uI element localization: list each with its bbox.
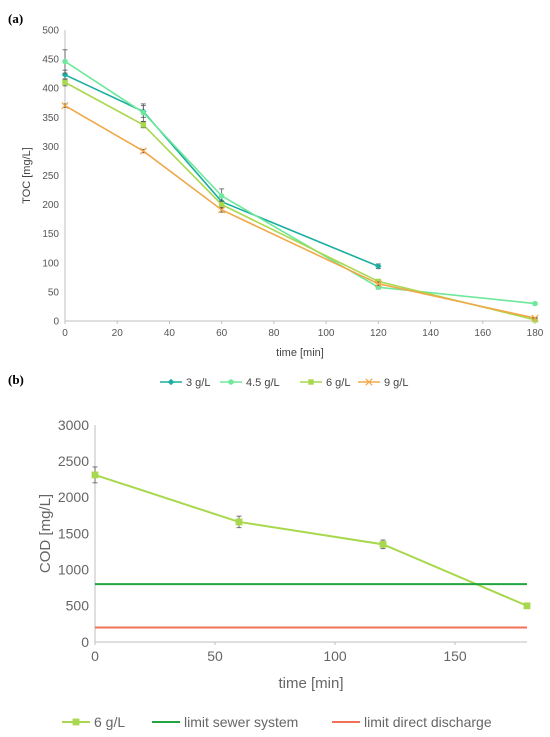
legend-label: 3 g/L <box>186 377 210 389</box>
legend-item: limit direct discharge <box>332 714 492 730</box>
y-tick-label: 0 <box>53 317 59 328</box>
series-line <box>64 104 536 319</box>
data-point <box>91 471 99 479</box>
legend-item: limit sewer system <box>152 714 298 730</box>
legend-marker <box>228 379 234 385</box>
data-point <box>61 102 69 110</box>
y-tick-label: 100 <box>42 258 59 269</box>
x-axis-title: time [min] <box>276 347 324 359</box>
y-tick-label: 300 <box>42 142 59 153</box>
y-tick-label: 250 <box>42 171 59 182</box>
x-tick-label: 140 <box>422 328 439 339</box>
y-tick-label: 350 <box>42 113 59 124</box>
y-tick-label: 400 <box>42 84 59 95</box>
legend-marker <box>72 718 80 726</box>
y-tick-label: 450 <box>42 55 59 66</box>
x-tick-label: 80 <box>268 328 280 339</box>
panel-a-label: (a) <box>8 11 23 26</box>
x-tick-label: 100 <box>318 328 335 339</box>
series-3-g-l <box>61 69 382 270</box>
data-point <box>61 71 69 79</box>
data-point <box>140 122 147 128</box>
data-point <box>523 602 531 610</box>
legend-label: 9 g/L <box>384 377 408 389</box>
x-tick-label: 0 <box>62 328 68 339</box>
x-tick-label: 120 <box>370 328 387 339</box>
y-tick-label: 500 <box>42 26 59 37</box>
legend-marker <box>365 378 373 386</box>
data-point <box>379 540 387 548</box>
legend-label: limit direct discharge <box>364 714 492 730</box>
cod-chart: 0 500 1000 1500 2000 2500 3000 0 50 100 150 time [m… <box>37 417 531 730</box>
y-tick-label: 200 <box>42 200 59 211</box>
y-axis-title: COD [mg/L] <box>37 494 54 573</box>
data-point <box>218 201 225 208</box>
x-tick-label: 50 <box>207 648 223 664</box>
x-tick-label: 40 <box>164 328 176 339</box>
data-point <box>375 263 382 270</box>
y-tick-label: 150 <box>42 229 59 240</box>
y-axis-title: TOC [mg/L] <box>21 147 33 204</box>
x-tick-label: 180 <box>527 328 544 339</box>
series-line <box>64 81 536 321</box>
legend-label: limit sewer system <box>184 714 298 730</box>
data-point <box>139 147 147 155</box>
y-tick-label: 50 <box>48 287 60 298</box>
y-tick-label: 500 <box>66 598 90 614</box>
data-point <box>375 278 382 285</box>
data-point <box>532 300 538 307</box>
series-4-5-g-l <box>62 49 538 307</box>
series-line <box>64 60 536 305</box>
x-tick-label: 20 <box>112 328 124 339</box>
legend-label: 4.5 g/L <box>246 377 280 389</box>
y-tick-label: 0 <box>81 634 89 650</box>
toc-chart: 0 50 100 150 200 250 300 350 400 450 500 0 20 40 60 80 1… <box>21 26 544 389</box>
data-point <box>532 317 538 323</box>
data-point <box>374 280 382 288</box>
legend-item: 6 g/L <box>300 377 350 389</box>
data-point <box>235 518 243 526</box>
legend: 3 g/L 4.5 g/L 6 g/L 9 g/L <box>160 377 408 389</box>
data-point <box>218 206 226 214</box>
legend-marker <box>308 379 314 385</box>
x-axis-title: time [min] <box>278 675 343 692</box>
legend-label: 6 g/L <box>94 714 125 730</box>
x-tick-label: 160 <box>474 328 491 339</box>
legend-marker <box>167 378 175 386</box>
data-point <box>140 109 147 116</box>
series-line <box>94 473 528 607</box>
data-point <box>62 58 68 65</box>
x-tick-label: 150 <box>443 648 467 664</box>
series-6-g-l <box>91 466 531 610</box>
x-tick-label: 60 <box>216 328 228 339</box>
y-tick-label: 3000 <box>58 417 89 433</box>
series-9-g-l <box>61 102 539 322</box>
series-line <box>64 74 379 268</box>
legend-label: 6 g/L <box>326 377 350 389</box>
y-tick-label: 1500 <box>58 525 89 541</box>
x-tick-label: 100 <box>323 648 347 664</box>
data-point <box>531 314 539 322</box>
data-point <box>62 79 68 86</box>
data-point <box>218 193 225 199</box>
x-tick-label: 0 <box>91 648 99 664</box>
series-6-g-l <box>62 78 538 323</box>
panel-b-label: (b) <box>8 372 24 387</box>
y-tick-label: 1000 <box>58 562 89 578</box>
legend-item: 9 g/L <box>358 377 408 389</box>
legend-item: 4.5 g/L <box>220 377 280 389</box>
legend: 6 g/L limit sewer system limit direct disc… <box>62 714 492 730</box>
legend-item: 6 g/L <box>62 714 125 730</box>
legend-item: 3 g/L <box>160 377 210 389</box>
y-tick-label: 2500 <box>58 453 89 469</box>
y-tick-label: 2000 <box>58 489 89 505</box>
